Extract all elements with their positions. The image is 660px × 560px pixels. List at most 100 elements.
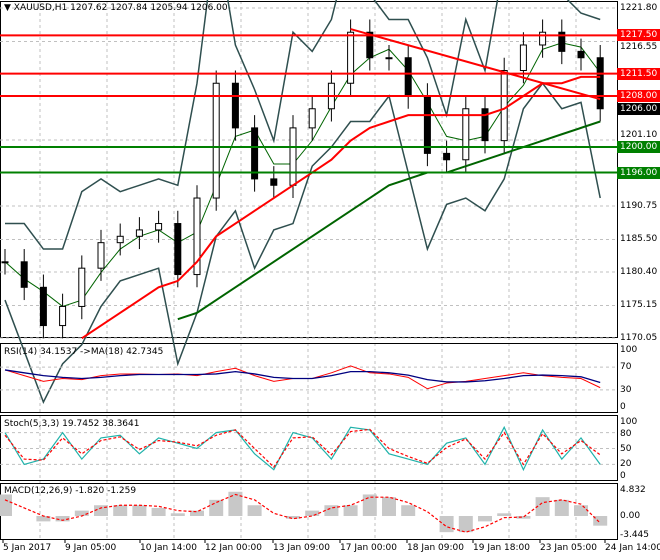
rsi-axis-label: 100 — [620, 345, 638, 355]
candle-body — [1, 261, 9, 264]
rsi-ma-line — [4, 369, 601, 384]
macd-title: MACD(12,26,9) -1.820 -1.259 — [4, 486, 137, 496]
macd-axis-label: -3.445 — [620, 529, 650, 540]
level-tag: 1217.50 — [617, 29, 660, 42]
candle-body — [519, 44, 527, 71]
macd-histogram-bar — [439, 516, 454, 533]
macd-histogram-bar — [593, 516, 608, 526]
candle-body — [481, 108, 489, 142]
stoch-d-line — [4, 428, 601, 468]
candle-body — [577, 50, 585, 59]
symbol-header: ▼ XAUUSD,H1 1207.62 1207.84 1205.94 1206… — [4, 3, 228, 13]
price-axis-label: 1175.15 — [620, 300, 658, 311]
rsi-axis-label: 70 — [620, 362, 632, 373]
macd-histogram-bar — [401, 505, 416, 516]
candle-body — [135, 229, 143, 237]
macd-histogram-bar — [94, 505, 108, 516]
candle-body — [97, 242, 105, 269]
time-axis-label: 17 Jan 00:00 — [340, 543, 397, 553]
macd-histogram-bar — [151, 507, 166, 516]
rsi-title: RSI(14) 34.1537 ->MA(18) 42.7345 — [4, 347, 164, 357]
candle-body — [596, 57, 604, 110]
macd-histogram-bar — [0, 494, 12, 516]
macd-histogram-bar — [554, 499, 569, 516]
candle-body — [116, 235, 124, 244]
macd-histogram-bar — [324, 505, 339, 516]
macd-histogram-bar — [36, 516, 51, 522]
stoch-axis-label: 20 — [620, 459, 632, 470]
level-tag: 1208.00 — [617, 90, 660, 102]
price-axis-label: 1190.75 — [620, 201, 658, 211]
rsi-axis-label: 30 — [620, 384, 632, 395]
macd-histogram-bar — [286, 516, 300, 519]
macd-axis-label: 4.832 — [620, 485, 646, 495]
stoch-axis-label: 80 — [620, 429, 632, 439]
moving-average-fast — [4, 42, 601, 307]
trendline — [350, 28, 601, 101]
candle-body — [289, 127, 297, 186]
candle-body — [423, 95, 431, 154]
candle-body — [308, 108, 316, 129]
candle-body — [78, 267, 86, 307]
macd-histogram-bar — [478, 516, 492, 522]
panel-frame — [0, 343, 618, 413]
macd-histogram-bar — [497, 513, 512, 516]
stoch-k-line — [4, 425, 601, 472]
bid-price-tag: 1206.00 — [617, 102, 660, 115]
candle-body — [347, 31, 355, 84]
candle-body — [251, 127, 259, 180]
time-axis-label: 9 Jan 05:00 — [65, 543, 117, 553]
candle-body — [404, 57, 412, 97]
bollinger-lower — [4, 81, 601, 404]
time-axis-label: 13 Jan 09:00 — [273, 543, 330, 553]
stoch-axis-label: 0 — [620, 471, 626, 482]
macd-histogram-bar — [132, 505, 147, 516]
macd-histogram-bar — [55, 516, 70, 522]
macd-histogram-bar — [247, 505, 262, 516]
time-axis-label: 10 Jan 14:00 — [140, 543, 197, 553]
macd-histogram-bar — [228, 491, 243, 516]
candle-body — [500, 69, 508, 142]
candle-body — [212, 82, 220, 199]
price-axis-label: 1170.05 — [620, 333, 658, 343]
price-axis-label: 1185.50 — [620, 234, 658, 245]
price-axis-label: 1180.40 — [620, 267, 658, 277]
price-axis-label: 1201.10 — [620, 130, 658, 140]
candle-body — [59, 305, 67, 327]
candle-body — [385, 57, 393, 60]
candle-body — [539, 31, 547, 46]
collapse-triangle-icon[interactable]: ▼ — [4, 3, 11, 13]
level-tag: 1211.50 — [617, 67, 660, 80]
level-tag: 1200.00 — [617, 141, 660, 153]
macd-histogram-bar — [209, 499, 224, 516]
time-axis-label: 23 Jan 05:00 — [540, 543, 597, 553]
moving-average-green — [177, 120, 601, 321]
macd-histogram-bar — [170, 513, 185, 516]
candle-body — [558, 31, 566, 52]
ohlc-values: 1207.62 1207.84 1205.94 1206.00 — [70, 3, 228, 13]
macd-signal-line — [4, 493, 601, 533]
macd-histogram-bar — [516, 516, 531, 519]
macd-histogram-bar — [574, 505, 588, 516]
macd-histogram-bar — [113, 505, 128, 516]
stoch-title: Stoch(5,3,3) 19.7452 38.3641 — [4, 419, 140, 429]
candle-body — [231, 82, 239, 129]
macd-axis-label: 0.00 — [620, 511, 641, 521]
macd-histogram-bar — [458, 516, 473, 533]
stoch-axis-label: 50 — [620, 443, 632, 454]
price-axis-label: 1216.55 — [620, 42, 658, 53]
macd-histogram-bar — [343, 505, 358, 516]
candle-body — [174, 223, 182, 276]
rsi-axis-label: 0 — [620, 402, 626, 412]
time-axis-label: 18 Jan 09:00 — [407, 543, 464, 553]
macd-histogram-bar — [74, 510, 89, 516]
candle-body — [155, 223, 163, 231]
macd-histogram-bar — [382, 497, 396, 516]
macd-histogram-bar — [305, 510, 320, 516]
bollinger-upper — [5, 0, 601, 250]
candle-body — [20, 261, 28, 288]
candle-body — [270, 178, 278, 186]
time-axis-label: 5 Jan 2017 — [3, 543, 52, 553]
